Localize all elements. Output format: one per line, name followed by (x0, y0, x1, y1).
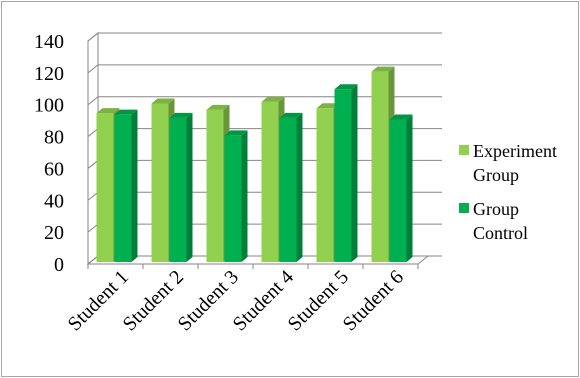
gridline (87, 64, 442, 74)
bar (169, 112, 193, 262)
legend-label-experiment-line1: Experiment (473, 141, 557, 161)
gridline (87, 32, 442, 42)
bar (279, 112, 303, 262)
y-tick-label: 80 (44, 127, 64, 149)
legend-label-control-line2: Control (473, 223, 528, 243)
y-tick-label: 140 (34, 31, 64, 53)
legend-label-experiment-line2: Group (473, 165, 519, 185)
x-tick-label: Student 6 (339, 266, 408, 335)
bar (114, 109, 138, 262)
y-tick-label: 40 (44, 190, 64, 212)
bars (96, 66, 413, 263)
legend-swatch-experiment-group (459, 145, 469, 155)
legend-label-control-line1: Group (473, 199, 519, 219)
y-tick-label: 60 (44, 158, 64, 180)
gridline (87, 96, 442, 106)
y-tick-label: 100 (34, 95, 64, 117)
bar (334, 84, 358, 262)
y-axis-ticks: 0 20 40 60 80 100 120 140 (34, 31, 64, 276)
y-tick-label: 0 (54, 254, 64, 276)
legend-swatch-group-control (459, 203, 469, 213)
bar (389, 114, 413, 262)
bar (224, 130, 248, 262)
y-tick-label: 20 (44, 222, 64, 244)
y-tick-label: 120 (34, 63, 64, 85)
legend: Experiment Group Group Control (459, 141, 557, 243)
